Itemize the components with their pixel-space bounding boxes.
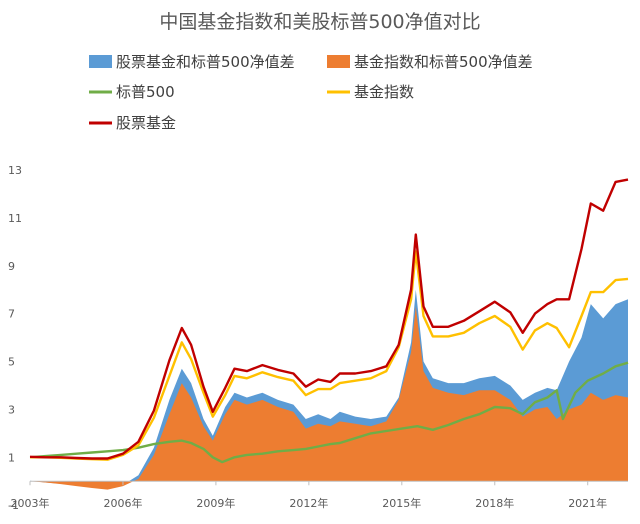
y-tick-label: 1 — [8, 451, 15, 464]
y-tick-label: -1 — [8, 499, 19, 512]
legend-swatch-stock-fund-diff — [89, 55, 112, 68]
series-line-fund-index — [30, 250, 629, 461]
legend-label-fund-index: 基金指数 — [354, 83, 414, 101]
legend-label-fund-index-diff: 基金指数和标普500净值差 — [354, 53, 533, 71]
x-tick-label: 2006年 — [104, 496, 143, 510]
x-tick-label: 2003年 — [11, 496, 50, 510]
y-tick-label: 7 — [8, 308, 15, 321]
y-tick-label: 3 — [8, 403, 15, 416]
x-tick-label: 2021年 — [568, 496, 607, 510]
y-tick-label: 11 — [8, 212, 22, 225]
chart-title: 中国基金指数和美股标普500净值对比 — [159, 11, 480, 33]
legend-swatch-fund-index-diff — [327, 55, 350, 68]
legend-item-fund-index: 基金指数 — [327, 83, 414, 101]
series-area-fund-index-diff — [30, 306, 628, 490]
plot-area — [29, 178, 629, 490]
y-tick-label: 5 — [8, 356, 15, 369]
x-tick-label: 2012年 — [289, 496, 328, 510]
legend-item-stock-fund-diff: 股票基金和标普500净值差 — [89, 53, 295, 71]
series-line-stock-fund — [29, 178, 629, 460]
legend-label-sp500: 标普500 — [116, 83, 175, 101]
series-line-sp500 — [29, 361, 629, 464]
legend-label-stock-fund: 股票基金 — [116, 114, 176, 132]
legend-item-sp500: 标普500 — [89, 83, 175, 101]
x-tick-label: 2009年 — [196, 496, 235, 510]
x-tick-label: 2018年 — [475, 496, 514, 510]
legend-item-fund-index-diff: 基金指数和标普500净值差 — [327, 53, 533, 71]
legend: 股票基金和标普500净值差 基金指数和标普500净值差 标普500 基金指数 股… — [89, 53, 533, 132]
legend-item-stock-fund: 股票基金 — [89, 114, 176, 132]
legend-label-stock-fund-diff: 股票基金和标普500净值差 — [116, 53, 295, 71]
y-tick-label: 13 — [8, 164, 22, 177]
x-tick-label: 2015年 — [382, 496, 421, 510]
y-tick-label: 9 — [8, 260, 15, 273]
